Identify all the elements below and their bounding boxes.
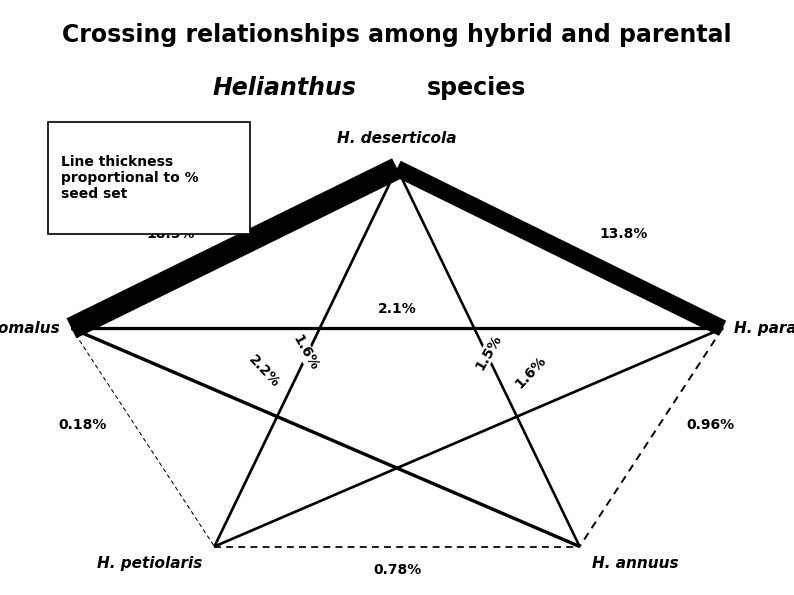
Text: 1.6%: 1.6%: [290, 333, 322, 372]
Text: H. deserticola: H. deserticola: [337, 131, 457, 146]
Text: H. anomalus: H. anomalus: [0, 321, 60, 336]
Text: 0.96%: 0.96%: [687, 418, 735, 433]
Text: 0.78%: 0.78%: [373, 563, 421, 578]
Text: 2.1%: 2.1%: [378, 302, 416, 316]
Text: H. petiolaris: H. petiolaris: [97, 556, 202, 571]
Text: 18.5%: 18.5%: [146, 227, 195, 241]
Text: 2.2%: 2.2%: [245, 353, 282, 391]
Text: Helianthus: Helianthus: [212, 76, 357, 100]
FancyBboxPatch shape: [48, 122, 250, 234]
Text: Line thickness
proportional to %
seed set: Line thickness proportional to % seed se…: [61, 155, 198, 201]
Text: H. annuus: H. annuus: [592, 556, 678, 571]
Text: Crossing relationships among hybrid and parental: Crossing relationships among hybrid and …: [62, 23, 732, 47]
Text: H. paradoxus: H. paradoxus: [734, 321, 794, 336]
Text: species: species: [426, 76, 526, 100]
Text: 0.18%: 0.18%: [59, 418, 107, 433]
Text: 1.5%: 1.5%: [472, 332, 504, 373]
Text: 1.6%: 1.6%: [512, 353, 549, 391]
Text: 13.8%: 13.8%: [599, 227, 648, 241]
